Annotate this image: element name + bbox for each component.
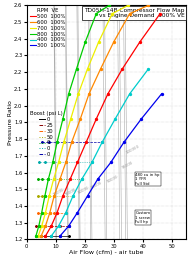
Text: TD05H-14B Compressor Flow Map
vs Engine Demand  100% VE: TD05H-14B Compressor Flow Map vs Engine … <box>84 8 185 18</box>
Text: 75000: 75000 <box>65 188 78 197</box>
Text: 90000: 90000 <box>106 174 119 184</box>
Text: 95000: 95000 <box>121 161 134 170</box>
Text: Custom
1 screw
Full hp: Custom 1 screw Full hp <box>135 211 150 224</box>
Text: 100000: 100000 <box>125 144 140 155</box>
X-axis label: Air Flow (cfm) - air tube: Air Flow (cfm) - air tube <box>69 250 144 255</box>
Legend: 0, 25, 30, 50, 0, 0, 0: 0, 25, 30, 50, 0, 0, 0 <box>29 111 63 157</box>
Y-axis label: Pressure Ratio: Pressure Ratio <box>8 100 13 145</box>
Text: 70000: 70000 <box>52 188 65 197</box>
Text: 85000: 85000 <box>90 181 103 190</box>
Text: 80000: 80000 <box>78 186 90 195</box>
Text: 480 cu in hp
1 YFR
Full Std: 480 cu in hp 1 YFR Full Std <box>135 173 160 186</box>
